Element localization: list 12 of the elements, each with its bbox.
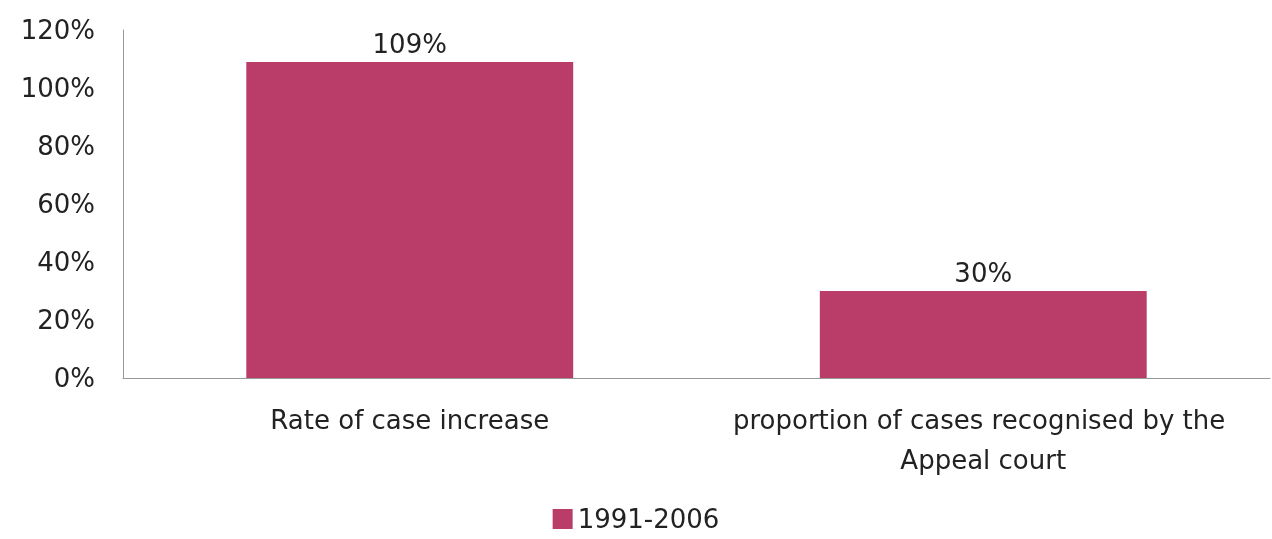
data-label: 109% (372, 28, 447, 59)
y-tick-label: 80% (37, 131, 95, 161)
y-tick-label: 100% (20, 73, 95, 103)
y-tick-label: 20% (37, 305, 95, 335)
x-tick-label: proportion of cases recognised by the Appeal court (732, 405, 1234, 475)
y-tick-label: 120% (20, 15, 95, 45)
y-tick-label: 40% (37, 247, 95, 277)
y-tick-label: 60% (37, 189, 95, 219)
data-label: 30% (954, 258, 1013, 288)
y-tick-label: 0% (53, 363, 95, 393)
x-tick-label: Rate of case increase (270, 405, 550, 435)
legend-label: 1991-2006 (577, 504, 720, 534)
